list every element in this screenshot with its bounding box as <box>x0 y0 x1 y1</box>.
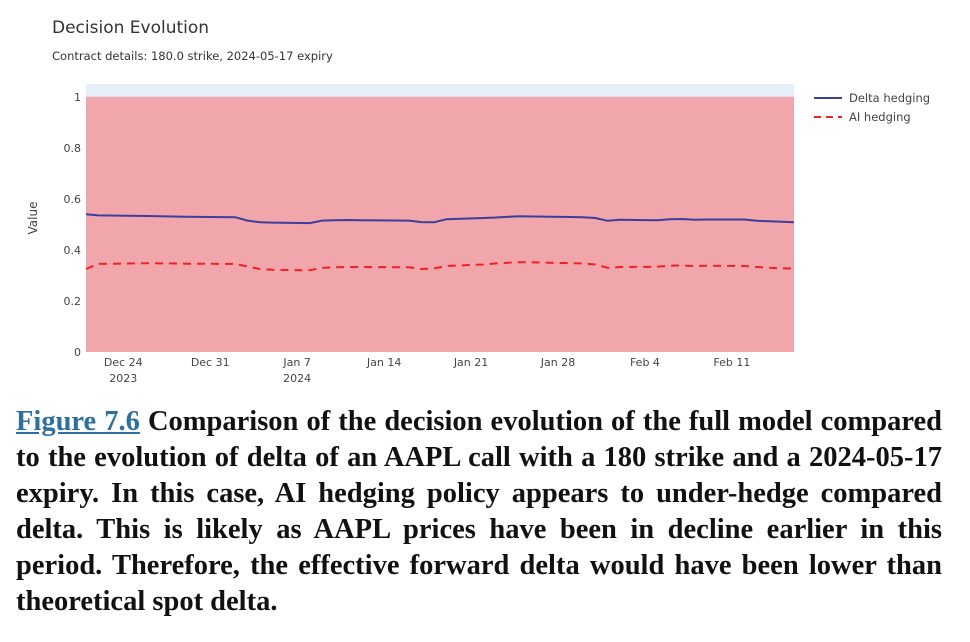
y-tick-label: 0.6 <box>64 193 82 206</box>
delta-hedging-line <box>85 213 795 225</box>
chart-title: Decision Evolution <box>52 18 209 38</box>
legend: Delta hedging AI hedging <box>814 91 930 124</box>
x-tick-label: Jan 14 <box>366 356 401 369</box>
x-tick-label: Feb 4 <box>630 356 660 369</box>
x-tick-label: Jan 7 <box>282 356 310 369</box>
y-tick-label: 0.8 <box>64 142 82 155</box>
y-tick-label: 0.4 <box>64 244 82 257</box>
y-tick-label: 0 <box>74 346 81 359</box>
series-layer <box>85 213 795 272</box>
value-band <box>86 96 794 352</box>
y-axis: 0 0.2 0.4 0.6 0.8 1 <box>64 91 82 359</box>
y-tick-label: 1 <box>74 91 81 104</box>
x-tick-label: Dec 24 <box>104 356 143 369</box>
x-tick-year-label: 2023 <box>109 372 137 385</box>
x-tick-year-label: 2024 <box>283 372 311 385</box>
figure-reference-link[interactable]: Figure 7.6 <box>16 406 140 437</box>
x-tick-label: Dec 31 <box>191 356 230 369</box>
x-tick-label: Jan 28 <box>540 356 575 369</box>
caption-text: Comparison of the decision evolution of … <box>16 406 942 617</box>
y-tick-label: 0.2 <box>64 295 82 308</box>
ai-hedging-line <box>85 261 795 272</box>
decision-evolution-chart: Decision Evolution Contract details: 180… <box>26 18 930 385</box>
x-tick-label: Feb 11 <box>713 356 750 369</box>
x-tick-label: Jan 21 <box>453 356 488 369</box>
legend-label: AI hedging <box>849 110 911 124</box>
figure-caption: Figure 7.6 Comparison of the decision ev… <box>16 404 942 620</box>
x-axis: Dec 24 2023 Dec 31 Jan 7 2024 Jan 14 Jan 21 Jan… <box>104 356 751 385</box>
y-axis-label: Value <box>26 202 40 235</box>
chart-subtitle: Contract details: 180.0 strike, 2024-05-… <box>52 49 333 63</box>
legend-label: Delta hedging <box>849 91 930 105</box>
